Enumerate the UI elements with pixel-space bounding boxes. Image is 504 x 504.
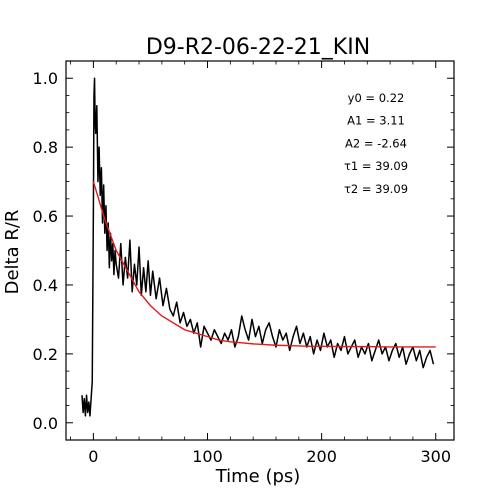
fit-series-line [92,181,436,348]
annotation-layer: y0 = 0.22 A1 = 3.11 A2 = -2.64 τ1 = 39.09 τ2… [344,91,408,196]
chart-title: D9-R2-06-22-21_KIN [146,35,370,60]
y-axis-label: Delta R/R [2,210,23,295]
x-tick-label: 100 [192,447,223,466]
fit-annotation: τ2 = 39.09 [344,182,408,196]
y-tick-label: 1.0 [33,69,58,88]
y-tick-label: 0.4 [33,276,58,295]
x-tick-label: 0 [88,447,98,466]
x-tick-label: 200 [306,447,337,466]
tick-marks [66,61,454,440]
data-series-line [81,77,435,417]
y-tick-label: 0.8 [33,138,58,157]
x-axis-label: Time (ps) [215,466,301,487]
fit-annotation: A2 = -2.64 [345,136,407,150]
series-layer [81,77,436,417]
y-tick-label: 0.0 [33,414,58,433]
fit-annotation: A1 = 3.11 [347,114,405,128]
tick-labels: 0 100 200 300 0.0 0.2 0.4 0.6 0.8 1.0 [33,69,451,466]
y-tick-label: 0.2 [33,345,58,364]
x-tick-label: 300 [420,447,451,466]
y-tick-label: 0.6 [33,207,58,226]
fit-annotation: τ1 = 39.09 [344,159,408,173]
fit-annotation: y0 = 0.22 [348,91,405,105]
